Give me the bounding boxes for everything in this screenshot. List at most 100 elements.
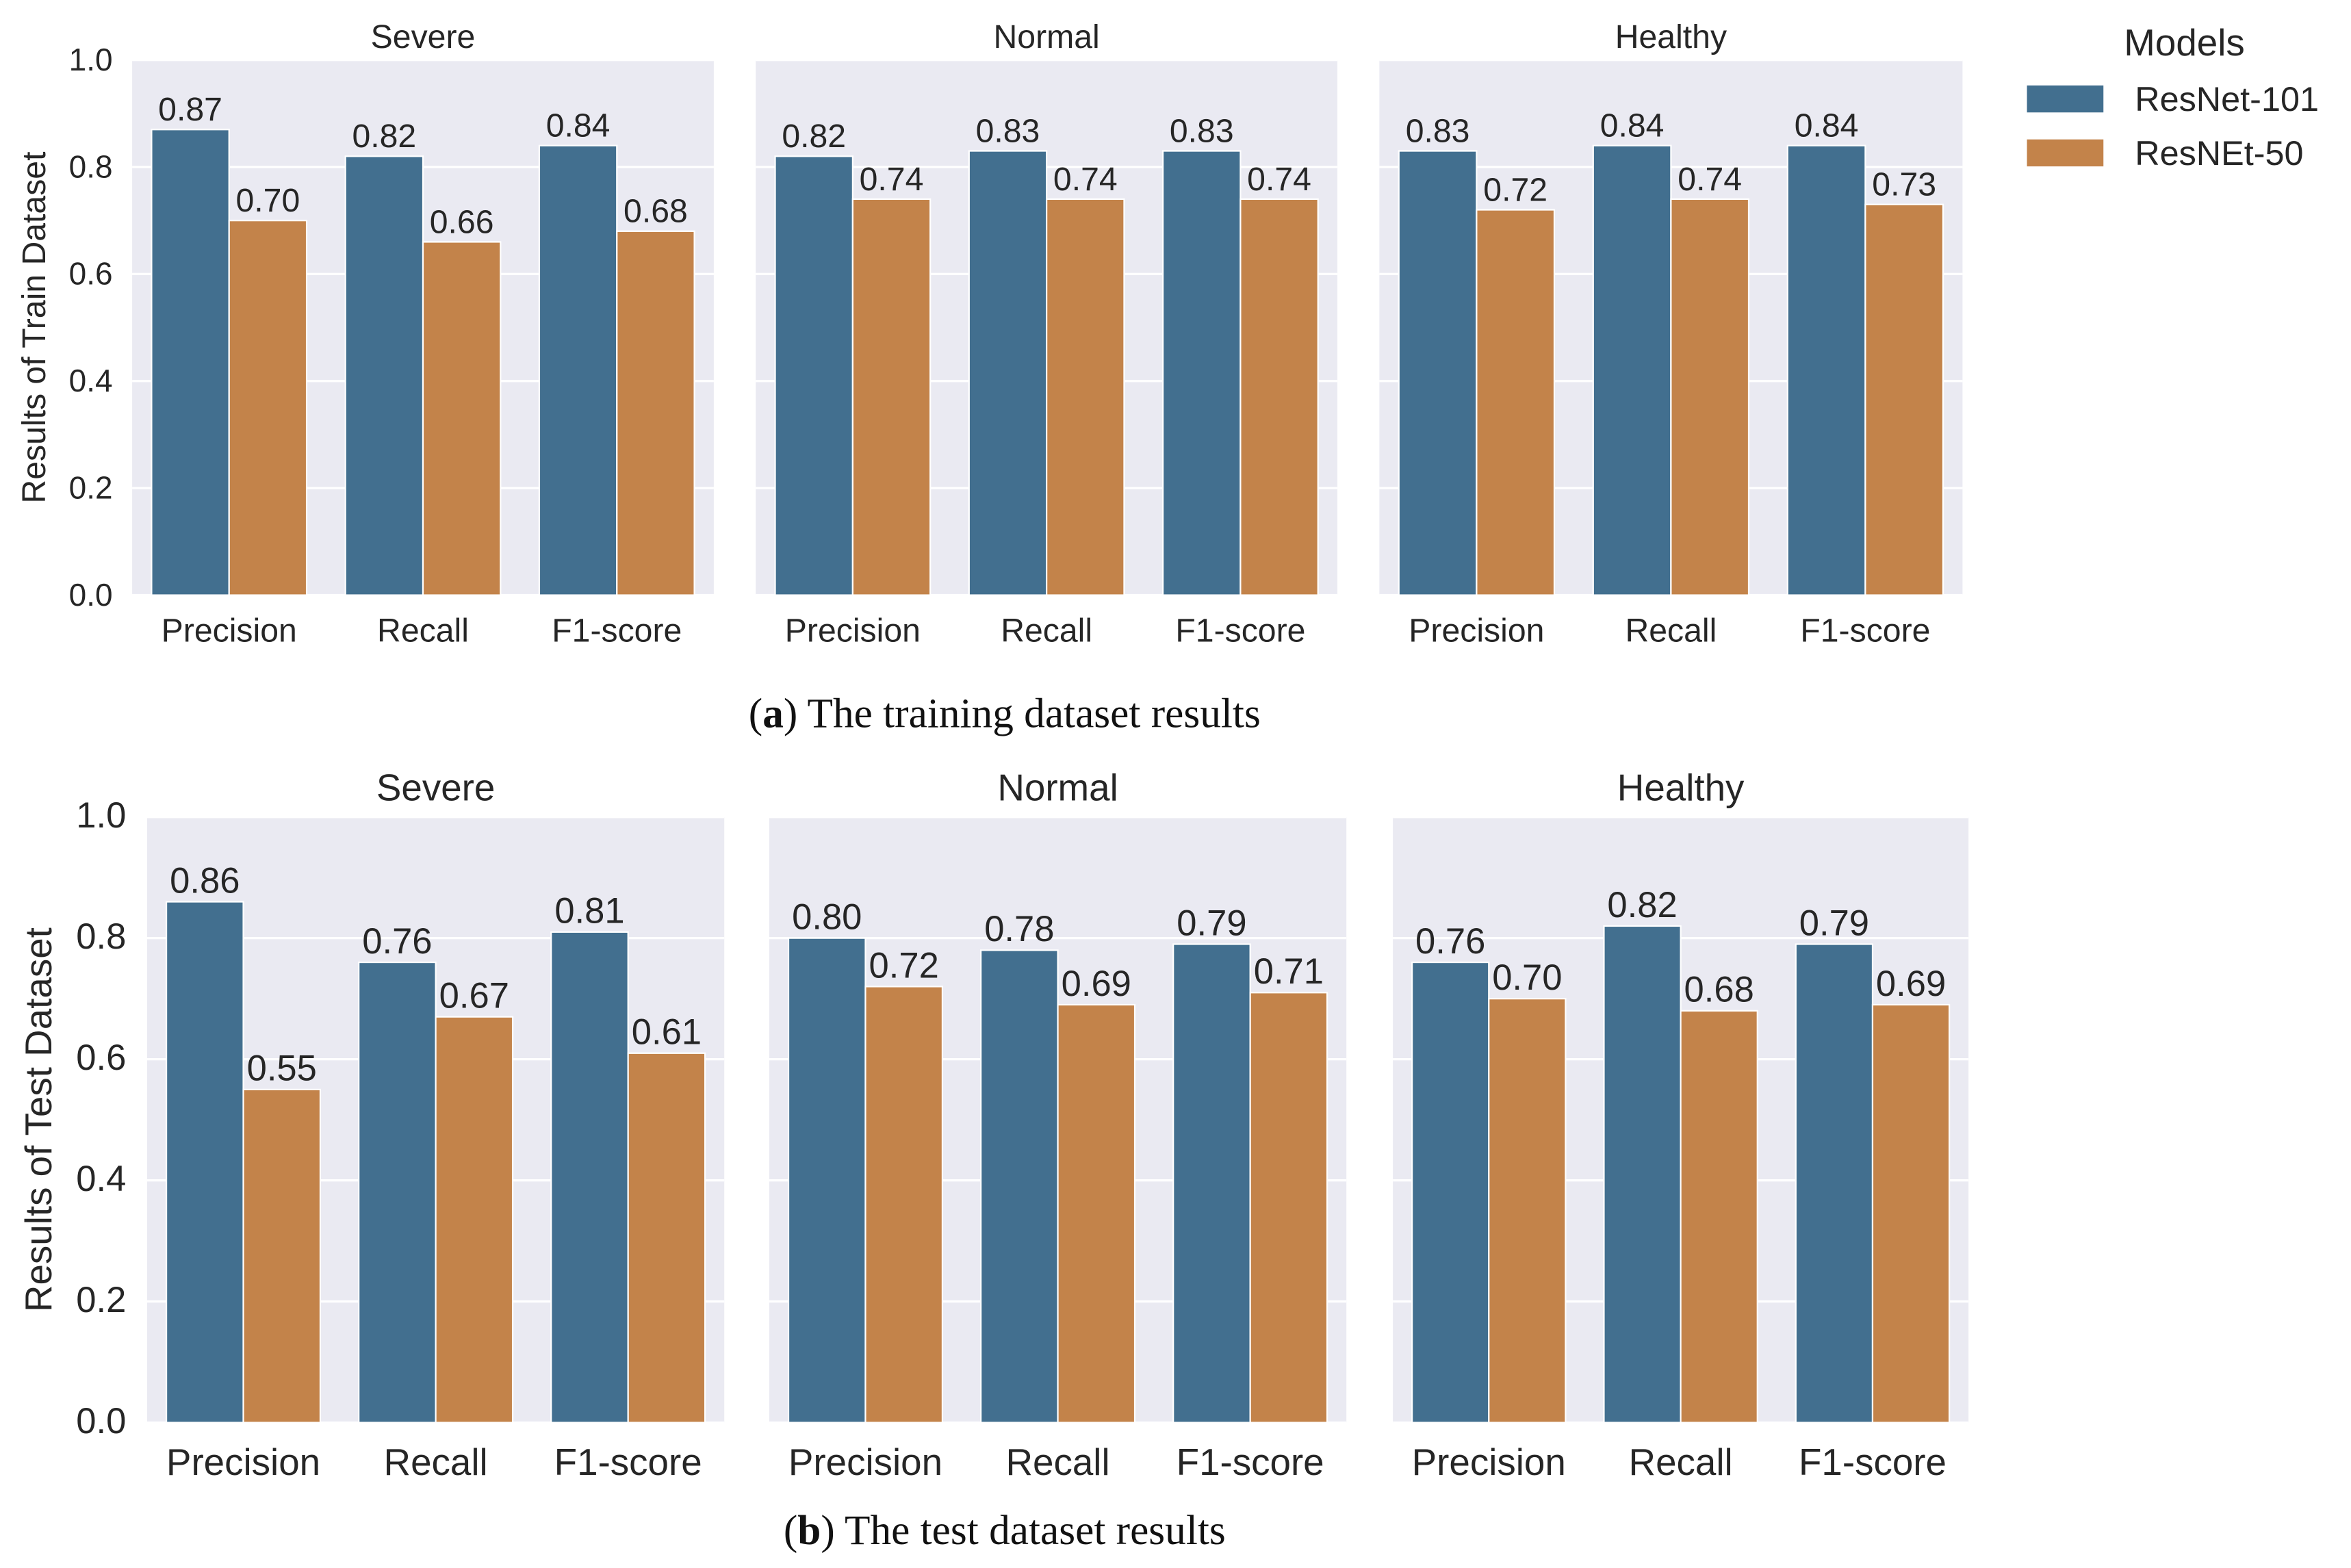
bar-resnet-50 [1046,198,1125,596]
bar-resnet-101 [787,937,866,1424]
x-tick-label: Precision [166,1441,320,1483]
caption: (a) The training dataset results [749,690,1261,736]
bar-value-label: 0.72 [869,945,939,986]
bar-resnet-50 [1249,992,1328,1424]
bar-resnet-50 [435,1016,514,1424]
x-tick-label: Precision [1412,1441,1566,1483]
y-tick-label: 0.8 [76,916,126,957]
legend-title: Models [2124,21,2245,64]
panel-title: Severe [376,767,495,809]
bar-value-label: 0.72 [1483,171,1547,208]
y-tick-label: 0.2 [69,470,113,505]
bar-resnet-101 [968,150,1048,596]
bar-resnet-101 [151,129,230,596]
bar-value-label: 0.61 [632,1012,702,1053]
bar-value-label: 0.55 [247,1049,317,1089]
panel-severe: Severe Precision 0.86 0.55 Recall 0.760.67 F1-… [146,767,725,1483]
caption-paren: ( [749,690,762,736]
bar-value-label: 0.71 [1254,951,1324,992]
bar-resnet-50 [1476,209,1556,596]
bar-value-label: 0.82 [782,118,846,155]
y-tick-label: 1.0 [69,42,113,77]
bar-value-label: 0.82 [1607,885,1677,925]
bar-resnet-50 [864,986,944,1424]
bar-resnet-50 [1864,203,1944,596]
y-tick-label: 0.0 [69,577,113,613]
bar-resnet-50 [616,230,695,596]
bar-resnet-50 [1871,1003,1951,1424]
x-tick-label: F1-score [1800,612,1930,649]
bar-value-label: 0.79 [1799,903,1869,943]
caption-text: The test dataset results [835,1507,1226,1554]
bar-value-label: 0.68 [624,193,688,230]
bar-value-label: 0.82 [352,118,416,155]
bar-resnet-50 [1488,998,1567,1424]
bar-resnet-101 [1162,150,1242,596]
panel-healthy: Healthy Precision 0.760.70 Recall 0.82 0.68 F1… [1393,767,1969,1483]
bar-value-label: 0.74 [860,161,924,198]
chart-test: Results of Test Dataset 0.0 0.2 0.4 0.6 0.8 1.… [17,767,1969,1554]
y-axis-label: Results of Train Dataset [16,151,53,504]
bar-resnet-50 [851,198,932,596]
bar-value-label: 0.80 [792,897,862,938]
x-tick-label: Precision [788,1441,942,1483]
bar-resnet-101 [538,144,618,596]
caption: (b) The test dataset results [784,1507,1226,1554]
bar-resnet-101 [1411,961,1490,1424]
bar-resnet-101 [1398,150,1478,596]
x-tick-label: Precision [785,612,921,649]
bar-resnet-50 [422,241,502,596]
bar-value-label: 0.83 [1170,112,1234,149]
panel-title: Normal [997,767,1118,809]
bar-value-label: 0.79 [1177,903,1246,943]
bar-value-label: 0.84 [1600,107,1665,144]
x-tick-label: F1-score [552,612,682,649]
panel-healthy: Healthy Precision 0.83 0.72 Recall 0.84 0.74 F1… [1379,18,1963,649]
bar-value-label: 0.74 [1678,161,1742,198]
y-tick-label: 0.0 [76,1401,126,1441]
bar-value-label: 0.74 [1053,161,1118,198]
x-tick-label: F1-score [554,1441,702,1483]
caption-label: b [797,1507,821,1554]
bar-resnet-101 [1795,943,1874,1424]
bar-resnet-101 [358,961,437,1424]
bar-value-label: 0.66 [430,203,494,240]
bar-resnet-50 [242,1088,322,1424]
bar-value-label: 0.87 [158,91,222,128]
x-tick-label: Recall [1625,612,1717,649]
bar-value-label: 0.84 [1795,107,1859,144]
caption-label: a [762,690,784,736]
bar-resnet-101 [1786,144,1866,596]
x-tick-label: F1-score [1175,612,1305,649]
bar-value-label: 0.70 [235,182,300,219]
bar-resnet-50 [1680,1010,1758,1424]
bar-resnet-101 [1172,943,1251,1424]
bar-value-label: 0.69 [1876,964,1946,1004]
bar-value-label: 0.83 [1406,112,1470,149]
bar-value-label: 0.67 [439,976,509,1016]
bar-resnet-101 [550,931,629,1424]
bar-resnet-50 [228,220,308,596]
bar-value-label: 0.76 [1415,921,1485,962]
y-tick-label: 0.4 [76,1159,126,1199]
bar-resnet-101 [166,901,244,1424]
bar-value-label: 0.81 [554,891,624,931]
bar-resnet-101 [980,949,1059,1424]
panel-normal: Normal Precision 0.82 0.74 Recall 0.83 0.74 F1-… [756,18,1338,649]
bar-value-label: 0.83 [976,112,1040,149]
bar-value-label: 0.73 [1872,166,1936,203]
x-tick-label: Recall [377,612,469,649]
panel-title: Healthy [1617,767,1745,809]
caption-paren: ( [784,1507,797,1554]
x-tick-label: Recall [384,1441,488,1483]
y-tick-label: 0.8 [69,149,113,184]
bar-value-label: 0.78 [984,909,1054,949]
y-tick-label: 0.6 [76,1038,126,1078]
bar-value-label: 0.76 [362,921,432,962]
bar-value-label: 0.69 [1062,964,1131,1004]
bar-resnet-50 [1239,198,1319,596]
bar-resnet-101 [774,155,853,596]
x-tick-label: Recall [1629,1441,1733,1483]
bar-resnet-101 [344,155,424,596]
